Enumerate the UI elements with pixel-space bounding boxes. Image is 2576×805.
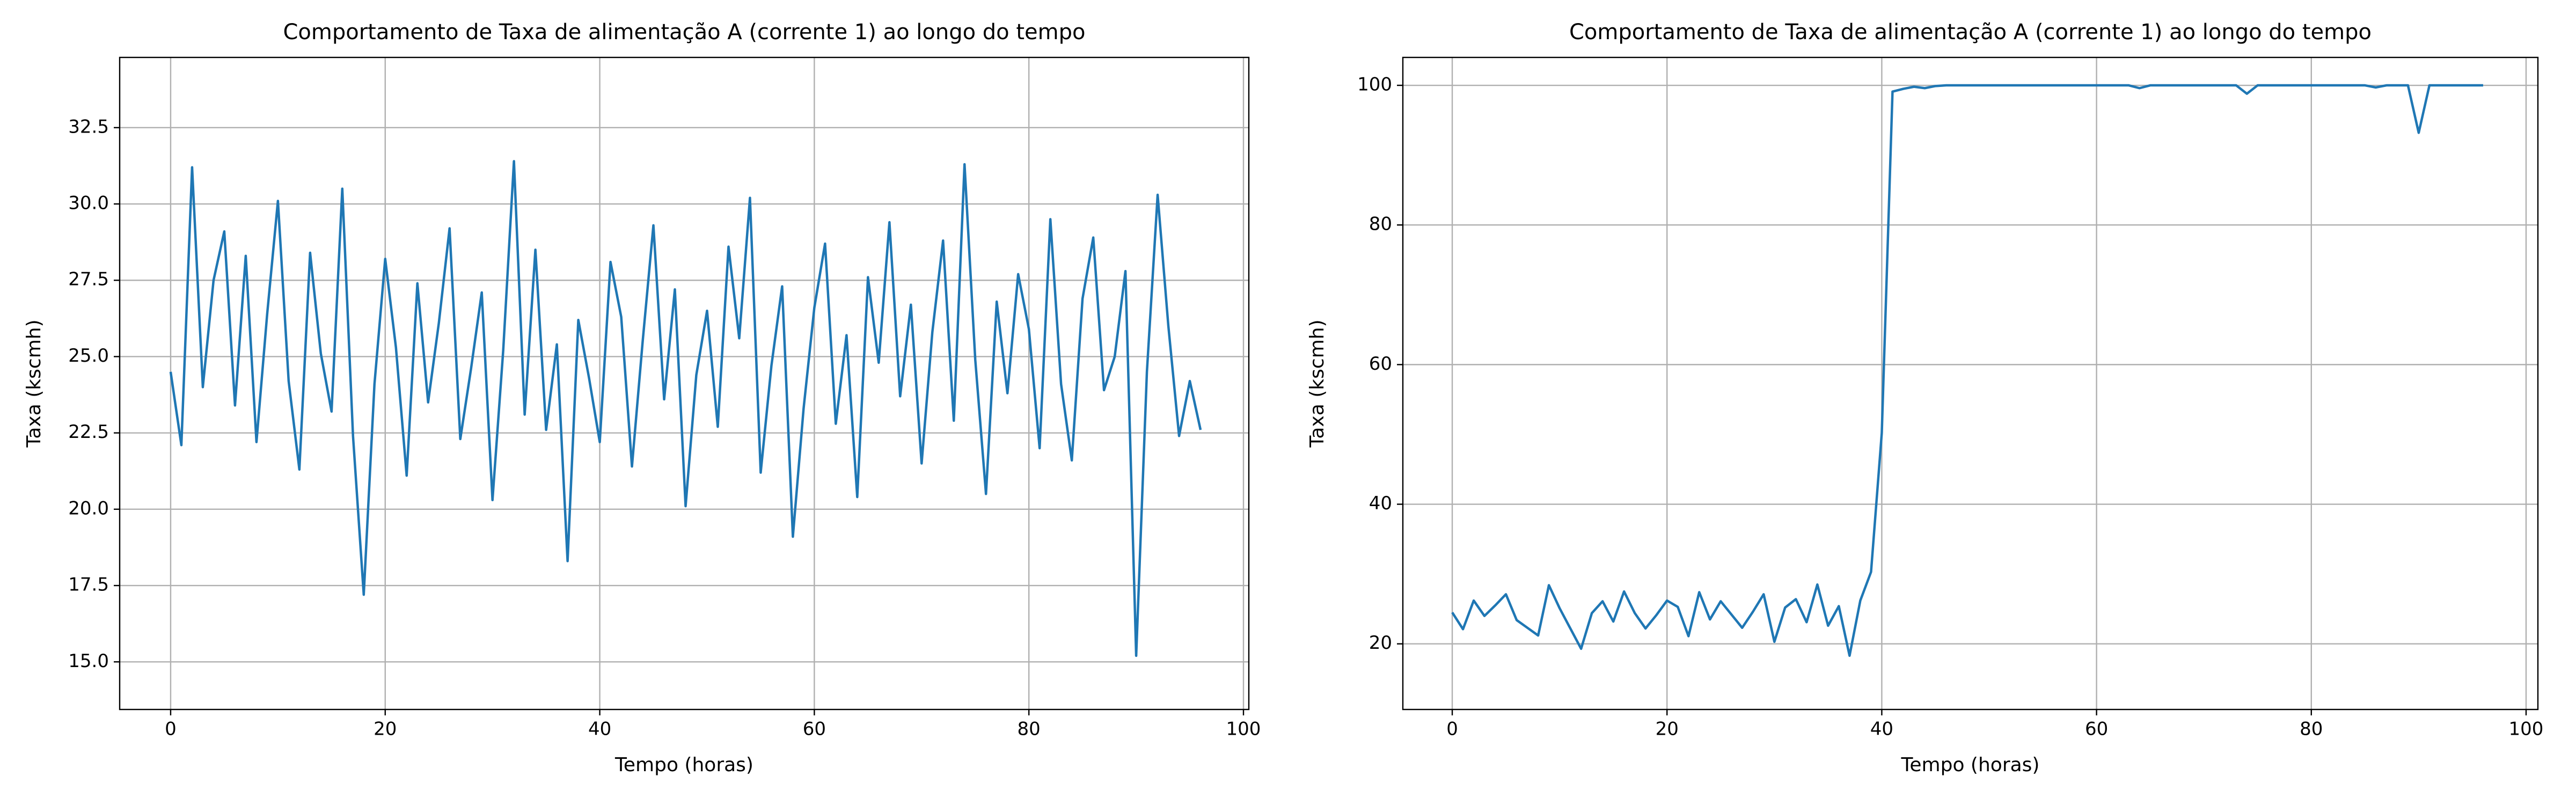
x-axis-label: Tempo (horas) (1901, 754, 2040, 776)
chart-title: Comportamento de Taxa de alimentação A (… (283, 20, 1086, 45)
axes-frame (119, 56, 1250, 711)
y-axis-label: Taxa (kscmh) (1306, 319, 1328, 448)
y-tick-label: 32.5 (68, 116, 109, 137)
y-tick-label: 15.0 (68, 650, 109, 672)
x-tick-label: 100 (1226, 719, 1261, 740)
y-tick-label: 100 (1357, 74, 1392, 96)
x-tick-label: 20 (1656, 719, 1679, 740)
y-tick-label: 30.0 (68, 193, 109, 214)
y-tick-label: 25.0 (68, 345, 109, 367)
chart-title: Comportamento de Taxa de alimentação A (… (1569, 20, 2372, 45)
x-tick-label: 80 (1018, 719, 1041, 740)
x-tick-label: 0 (1446, 719, 1458, 740)
x-tick-label: 40 (1870, 719, 1893, 740)
y-tick-label: 22.5 (68, 421, 109, 443)
x-tick-label: 0 (165, 719, 177, 740)
y-tick-label: 20 (1369, 632, 1392, 654)
data-line (169, 160, 1202, 657)
x-tick-label: 60 (803, 719, 826, 740)
x-tick-label: 80 (2300, 719, 2323, 740)
data-line (1451, 84, 2483, 657)
x-axis-label: Tempo (horas) (614, 754, 753, 776)
y-tick-label: 20.0 (68, 497, 109, 519)
y-tick-label: 27.5 (68, 269, 109, 290)
x-tick-label: 20 (374, 719, 397, 740)
y-tick-label: 80 (1369, 214, 1392, 235)
x-tick-label: 100 (2509, 719, 2544, 740)
y-tick-label: 17.5 (68, 574, 109, 596)
y-tick-label: 60 (1369, 353, 1392, 375)
axes-frame (1402, 56, 2539, 711)
x-tick-label: 60 (2085, 719, 2108, 740)
y-axis-label: Taxa (kscmh) (23, 319, 45, 448)
y-tick-label: 40 (1369, 493, 1392, 514)
x-tick-label: 40 (588, 719, 611, 740)
